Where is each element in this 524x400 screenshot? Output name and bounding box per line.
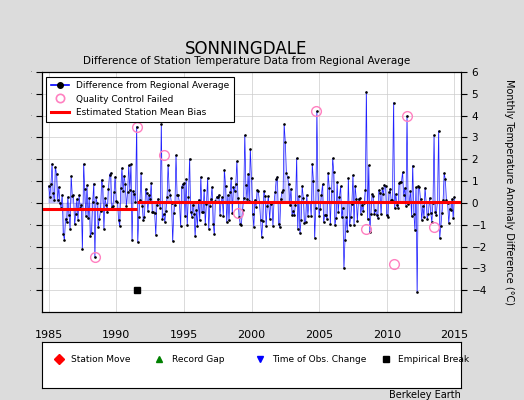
Text: Berkeley Earth: Berkeley Earth (389, 390, 461, 400)
Text: Difference of Station Temperature Data from Regional Average: Difference of Station Temperature Data f… (83, 56, 410, 66)
Text: 1995: 1995 (170, 330, 198, 340)
Text: Record Gap: Record Gap (172, 355, 224, 364)
Text: 1990: 1990 (102, 330, 130, 340)
Text: 2000: 2000 (237, 330, 266, 340)
Text: 1985: 1985 (35, 330, 63, 340)
Text: Station Move: Station Move (71, 355, 131, 364)
Text: Time of Obs. Change: Time of Obs. Change (272, 355, 367, 364)
Y-axis label: Monthly Temperature Anomaly Difference (°C): Monthly Temperature Anomaly Difference (… (504, 79, 514, 305)
Text: 2005: 2005 (305, 330, 333, 340)
Text: 2015: 2015 (440, 330, 468, 340)
Legend: Difference from Regional Average, Quality Control Failed, Estimated Station Mean: Difference from Regional Average, Qualit… (47, 76, 234, 122)
Text: Empirical Break: Empirical Break (398, 355, 470, 364)
Text: SONNINGDALE: SONNINGDALE (185, 40, 308, 58)
Text: 2010: 2010 (373, 330, 401, 340)
